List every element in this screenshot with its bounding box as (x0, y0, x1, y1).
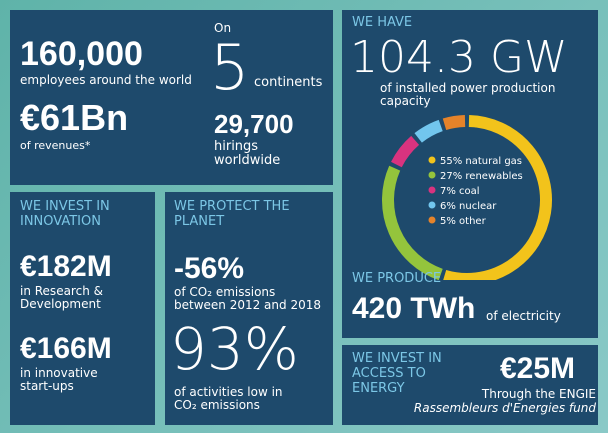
stat: 160,000 (20, 35, 143, 73)
stat-text: in innovative start-ups (20, 366, 98, 394)
panel (10, 192, 155, 425)
stat: €166M (20, 332, 112, 365)
heading: WE INVEST IN INNOVATION (20, 199, 110, 229)
panel (342, 10, 598, 338)
donut-segment (443, 115, 552, 280)
stat: 29,700 (214, 109, 294, 139)
donut-segment (391, 135, 420, 168)
stat-text: hirings worldwide (214, 139, 281, 169)
panel (10, 10, 333, 185)
stat-text: of electricity (486, 309, 561, 323)
stat-text: employees around the world (20, 73, 192, 87)
legend-label: 7% coal (440, 186, 480, 197)
stat: 420 TWh (352, 292, 476, 325)
stat-text: of activities low in CO₂ emissions (174, 385, 283, 413)
stat-text: Rassembleurs d'Energies fund (413, 401, 596, 415)
stat: €182M (20, 250, 112, 283)
stat: €61Bn (20, 97, 129, 138)
stat-text: On (214, 21, 232, 35)
legend-dot (428, 171, 436, 179)
stat: 5 (210, 31, 250, 104)
stat-text: of CO₂ emissions between 2012 and 2018 (174, 285, 321, 313)
stat: 93% (170, 315, 299, 383)
legend-dot (428, 156, 436, 164)
stat: 104.3 GW (350, 32, 568, 83)
stat-text: continents (254, 75, 323, 90)
stat-text: in Research & Development (20, 284, 103, 312)
legend-dot (428, 186, 436, 194)
stat-text: of revenues* (20, 139, 91, 152)
heading: WE PROTECT THE PLANET (174, 199, 290, 229)
donut-segment (414, 119, 443, 143)
legend-label: 55% natural gas (440, 156, 522, 167)
panel (165, 192, 333, 425)
panel (342, 345, 598, 425)
legend-dot (428, 201, 436, 209)
stat-text: Through the ENGIE (481, 387, 596, 401)
donut-segment (442, 115, 466, 131)
donut-chart: 55% natural gas 27% renewables 7% coal 6% n… (382, 115, 552, 280)
heading: WE HAVE (352, 15, 413, 30)
legend-dot (428, 216, 436, 224)
heading: WE PRODUCE (352, 271, 442, 286)
donut-segment (382, 165, 443, 280)
heading: WE INVEST IN ACCESS TO ENERGY (352, 351, 442, 396)
stat: €25M (500, 352, 576, 385)
stat-text: of installed power production capacity (380, 81, 556, 109)
legend-label: 5% other (440, 216, 487, 227)
legend-label: 6% nuclear (440, 201, 497, 212)
stat: -56% (174, 252, 245, 285)
legend-label: 27% renewables (440, 171, 523, 182)
